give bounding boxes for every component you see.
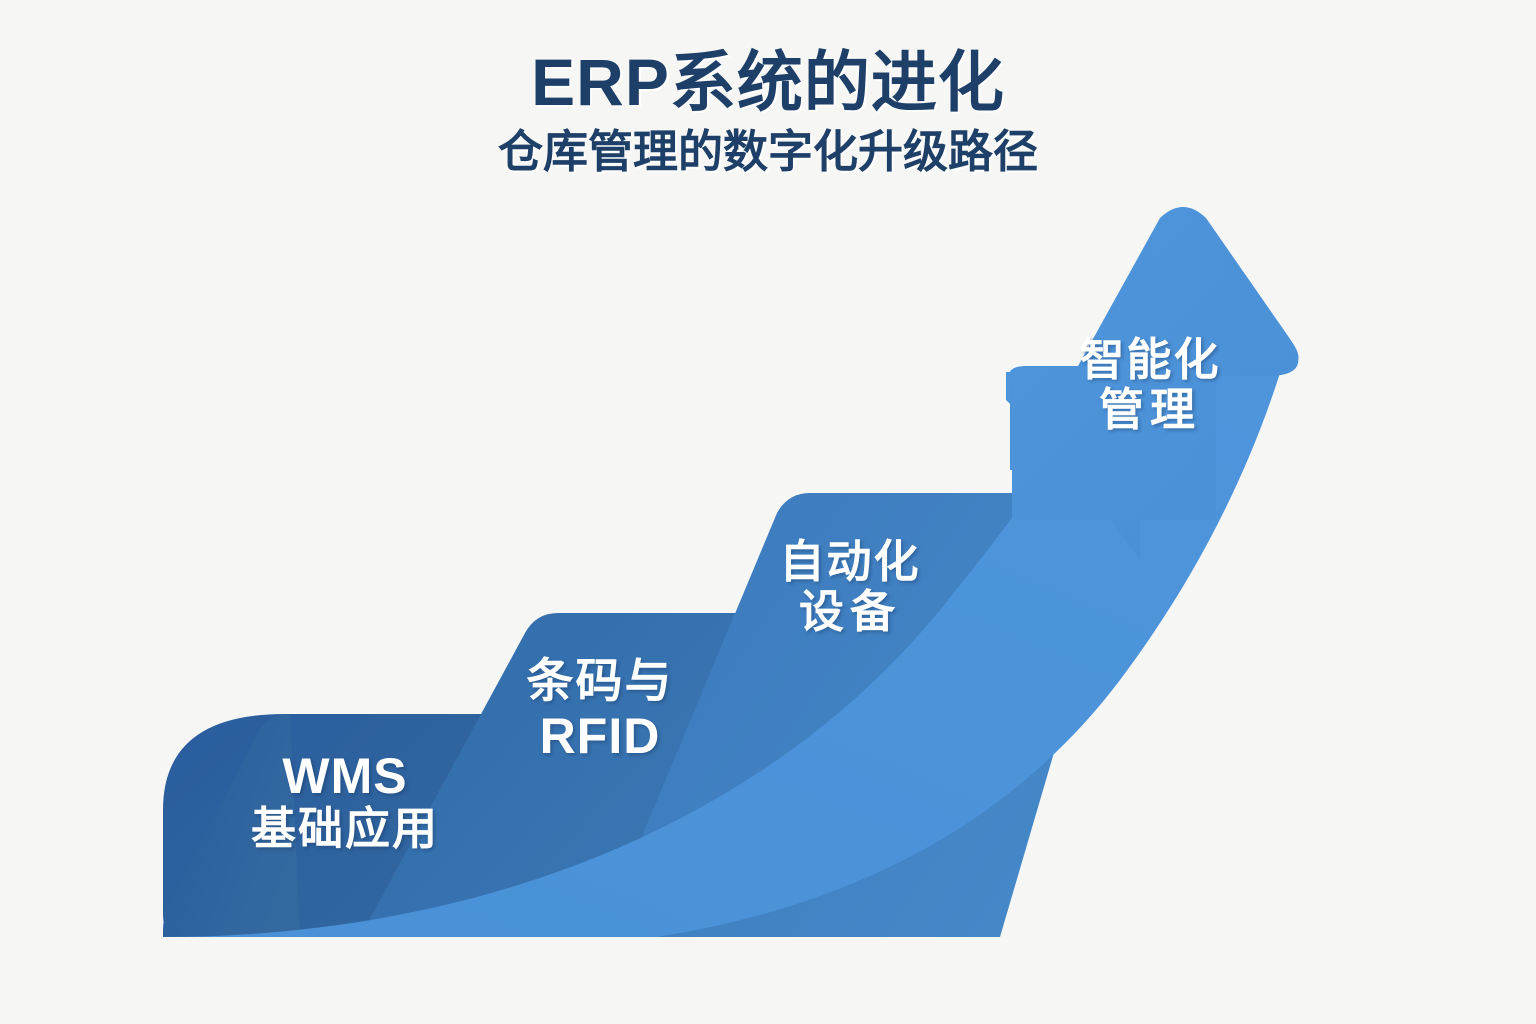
arrow-body-swoosh	[163, 366, 1300, 937]
page-title: ERP系统的进化	[531, 45, 1005, 119]
page-subtitle: 仓库管理的数字化升级路径	[497, 126, 1038, 178]
arrow-head-main	[1011, 214, 1299, 520]
header: ERP系统的进化 仓库管理的数字化升级路径	[0, 0, 1536, 177]
step-shape-1-slant	[163, 714, 300, 937]
